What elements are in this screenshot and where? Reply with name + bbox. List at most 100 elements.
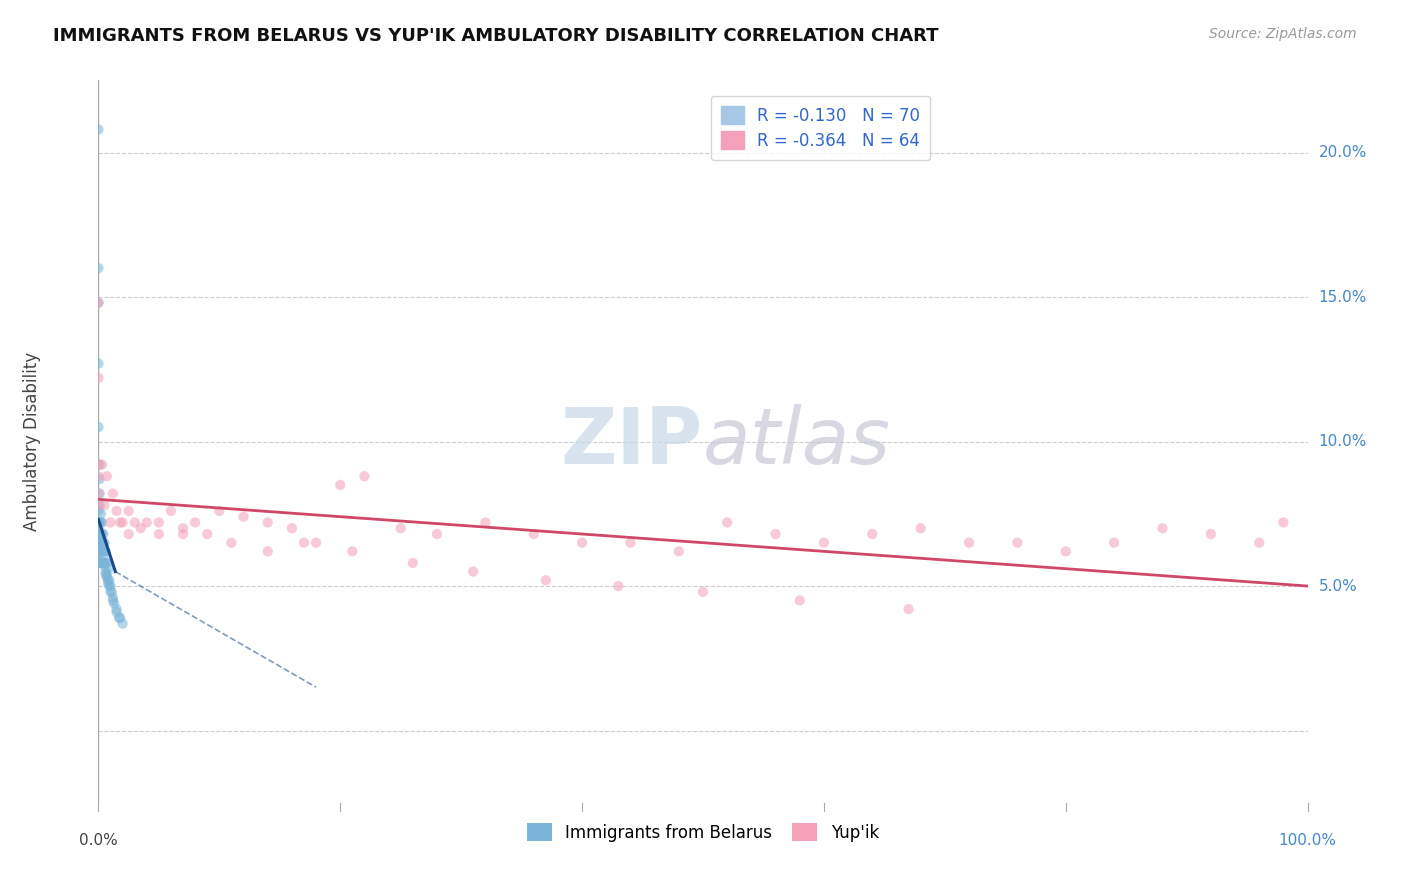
- Point: [91, 535, 114, 549]
- Point: [208, 504, 231, 518]
- Point: [402, 556, 425, 570]
- Point: [87, 357, 110, 371]
- Point: [105, 602, 128, 616]
- Point: [129, 521, 152, 535]
- Point: [91, 544, 114, 558]
- Text: atlas: atlas: [703, 403, 891, 480]
- Text: 0.0%: 0.0%: [79, 833, 118, 848]
- Point: [87, 498, 110, 512]
- Text: 15.0%: 15.0%: [1319, 290, 1367, 304]
- Point: [426, 527, 449, 541]
- Point: [87, 469, 110, 483]
- Point: [860, 527, 883, 541]
- Point: [87, 516, 110, 530]
- Point: [87, 541, 110, 556]
- Point: [607, 579, 630, 593]
- Point: [93, 556, 115, 570]
- Point: [108, 516, 131, 530]
- Point: [105, 605, 128, 619]
- Text: 5.0%: 5.0%: [1319, 579, 1357, 593]
- Point: [100, 584, 122, 599]
- Legend: Immigrants from Belarus, Yup'ik: Immigrants from Belarus, Yup'ik: [520, 817, 886, 848]
- Point: [148, 516, 170, 530]
- Point: [1249, 535, 1271, 549]
- Point: [105, 504, 128, 518]
- Point: [94, 567, 117, 582]
- Text: Ambulatory Disability: Ambulatory Disability: [22, 352, 41, 531]
- Point: [111, 616, 134, 631]
- Point: [94, 556, 117, 570]
- Point: [90, 516, 112, 530]
- Point: [108, 611, 131, 625]
- Text: 10.0%: 10.0%: [1319, 434, 1367, 449]
- Point: [100, 579, 122, 593]
- Point: [135, 516, 157, 530]
- Point: [813, 535, 835, 549]
- Point: [668, 544, 690, 558]
- Point: [148, 527, 170, 541]
- Point: [619, 535, 641, 549]
- Point: [957, 535, 980, 549]
- Point: [87, 122, 110, 136]
- Point: [329, 478, 352, 492]
- Point: [765, 527, 787, 541]
- Point: [94, 544, 117, 558]
- Point: [87, 261, 110, 276]
- Point: [89, 516, 111, 530]
- Point: [89, 533, 111, 547]
- Point: [256, 516, 278, 530]
- Point: [96, 570, 118, 584]
- Point: [89, 527, 111, 541]
- Point: [91, 535, 114, 549]
- Point: [221, 535, 243, 549]
- Point: [292, 535, 315, 549]
- Point: [1007, 535, 1029, 549]
- Point: [87, 295, 110, 310]
- Text: Source: ZipAtlas.com: Source: ZipAtlas.com: [1209, 27, 1357, 41]
- Point: [91, 527, 114, 541]
- Point: [389, 521, 412, 535]
- Point: [93, 498, 115, 512]
- Point: [118, 504, 141, 518]
- Point: [93, 558, 115, 573]
- Point: [571, 535, 593, 549]
- Point: [91, 544, 114, 558]
- Point: [1152, 521, 1174, 535]
- Point: [474, 516, 496, 530]
- Point: [91, 556, 114, 570]
- Point: [87, 527, 110, 541]
- Point: [96, 567, 118, 582]
- Text: 20.0%: 20.0%: [1319, 145, 1367, 160]
- Point: [1272, 516, 1295, 530]
- Point: [353, 469, 375, 483]
- Point: [100, 516, 122, 530]
- Text: 100.0%: 100.0%: [1278, 833, 1337, 848]
- Point: [87, 295, 110, 310]
- Point: [172, 527, 194, 541]
- Point: [89, 553, 111, 567]
- Point: [89, 486, 111, 500]
- Point: [90, 544, 112, 558]
- Point: [87, 516, 110, 530]
- Point: [118, 527, 141, 541]
- Point: [97, 574, 120, 588]
- Text: ZIP: ZIP: [561, 403, 703, 480]
- Point: [101, 591, 124, 605]
- Point: [97, 576, 120, 591]
- Point: [523, 527, 546, 541]
- Point: [910, 521, 932, 535]
- Point: [281, 521, 304, 535]
- Point: [98, 574, 121, 588]
- Point: [97, 562, 120, 576]
- Point: [91, 556, 114, 570]
- Point: [91, 458, 114, 472]
- Point: [96, 556, 118, 570]
- Point: [692, 584, 714, 599]
- Point: [111, 516, 134, 530]
- Point: [1102, 535, 1125, 549]
- Point: [534, 574, 557, 588]
- Point: [124, 516, 146, 530]
- Point: [90, 527, 112, 541]
- Point: [108, 611, 131, 625]
- Point: [91, 516, 114, 530]
